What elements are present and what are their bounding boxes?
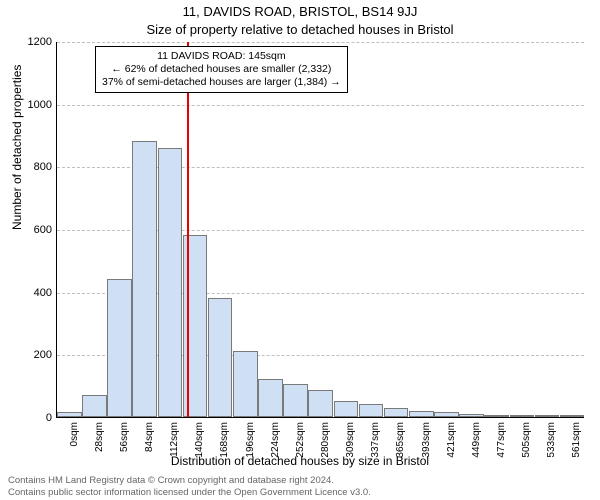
y-axis-label: Number of detached properties xyxy=(10,65,24,230)
gridline xyxy=(57,42,584,43)
x-tick: 196sqm xyxy=(245,422,256,462)
footer-line1: Contains HM Land Registry data © Crown c… xyxy=(8,475,371,486)
histogram-bar xyxy=(459,414,484,417)
x-tick: 0sqm xyxy=(69,422,80,462)
histogram-bar xyxy=(308,390,333,417)
x-tick: 112sqm xyxy=(169,422,180,462)
x-tick: 365sqm xyxy=(395,422,406,462)
annotation-box: 11 DAVIDS ROAD: 145sqm ← 62% of detached… xyxy=(95,46,348,93)
histogram-bar xyxy=(107,279,132,417)
histogram-bar xyxy=(57,412,82,417)
property-marker-line xyxy=(187,42,189,417)
annotation-line3: 37% of semi-detached houses are larger (… xyxy=(102,76,341,89)
x-tick: 168sqm xyxy=(219,422,230,462)
x-tick: 252sqm xyxy=(295,422,306,462)
x-tick: 337sqm xyxy=(370,422,381,462)
histogram-bar xyxy=(208,298,233,417)
histogram-plot: 11 DAVIDS ROAD: 145sqm ← 62% of detached… xyxy=(56,42,584,418)
histogram-bar xyxy=(132,141,157,417)
x-tick: 477sqm xyxy=(496,422,507,462)
histogram-bar xyxy=(334,401,359,417)
histogram-bar xyxy=(409,411,434,417)
y-tick: 600 xyxy=(12,224,52,236)
page-title-line2: Size of property relative to detached ho… xyxy=(0,22,600,37)
histogram-bar xyxy=(82,395,107,417)
histogram-bar xyxy=(484,415,509,418)
histogram-bar xyxy=(359,404,384,417)
histogram-bar xyxy=(434,412,459,417)
footer-line2: Contains public sector information licen… xyxy=(8,487,371,498)
x-tick: 393sqm xyxy=(421,422,432,462)
histogram-bar xyxy=(283,384,308,417)
histogram-bar xyxy=(560,415,585,417)
y-tick: 200 xyxy=(12,349,52,361)
x-tick: 421sqm xyxy=(446,422,457,462)
y-tick: 1000 xyxy=(12,99,52,111)
footer-attribution: Contains HM Land Registry data © Crown c… xyxy=(8,475,371,498)
histogram-bar xyxy=(510,415,535,417)
x-tick: 309sqm xyxy=(345,422,356,462)
x-tick: 533sqm xyxy=(546,422,557,462)
y-tick: 800 xyxy=(12,161,52,173)
histogram-bar xyxy=(158,148,183,417)
y-tick: 400 xyxy=(12,287,52,299)
annotation-line1: 11 DAVIDS ROAD: 145sqm xyxy=(102,50,341,63)
x-tick: 505sqm xyxy=(521,422,532,462)
x-tick: 224sqm xyxy=(270,422,281,462)
x-tick: 140sqm xyxy=(194,422,205,462)
page-title-line1: 11, DAVIDS ROAD, BRISTOL, BS14 9JJ xyxy=(0,4,600,19)
gridline xyxy=(57,105,584,106)
histogram-bar xyxy=(233,351,258,417)
y-tick: 0 xyxy=(12,412,52,424)
histogram-bar xyxy=(258,379,283,417)
x-tick: 561sqm xyxy=(571,422,582,462)
x-tick: 280sqm xyxy=(320,422,331,462)
x-tick: 84sqm xyxy=(144,422,155,462)
histogram-bar xyxy=(384,408,409,417)
x-tick: 28sqm xyxy=(94,422,105,462)
annotation-line2: ← 62% of detached houses are smaller (2,… xyxy=(102,63,341,76)
histogram-bar xyxy=(535,415,560,417)
x-tick: 56sqm xyxy=(119,422,130,462)
x-tick: 449sqm xyxy=(471,422,482,462)
y-tick: 1200 xyxy=(12,36,52,48)
